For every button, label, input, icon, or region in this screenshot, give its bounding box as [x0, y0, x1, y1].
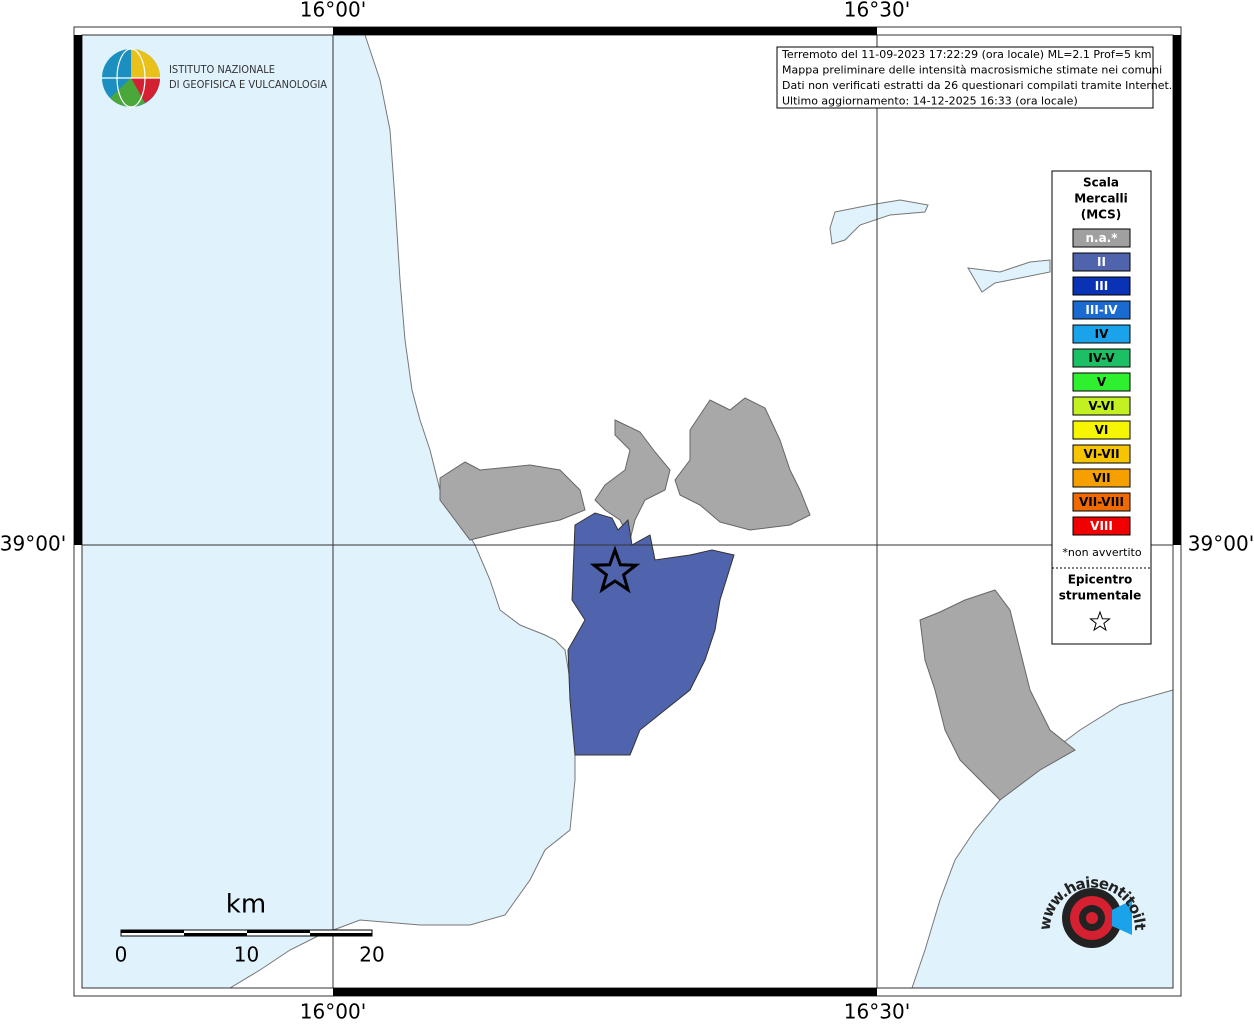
legend-epicenter: strumentale: [1059, 589, 1142, 603]
legend-swatch: [1072, 348, 1131, 368]
lon-label: 16°30': [844, 0, 910, 22]
sea: [81, 34, 576, 989]
legend-title: (MCS): [1081, 208, 1122, 222]
legend: ScalaMercalli(MCS)n.a.*IIIIIIII-IVIVIV-V…: [1072, 176, 1131, 536]
legend-swatch: [1072, 252, 1131, 272]
legend-label: VII: [1092, 471, 1110, 485]
legend-swatch: [1072, 516, 1131, 536]
legend-label: VI: [1095, 423, 1109, 437]
legend-label: V-VI: [1088, 399, 1114, 413]
info-box: [776, 46, 1154, 109]
frame-bars: [74, 27, 1181, 996]
scale-unit: km: [226, 890, 266, 920]
legend-footnote: *non avvertito: [1062, 546, 1141, 559]
legend-swatch: [1072, 228, 1131, 248]
legend-swatch: [1072, 276, 1131, 296]
legend-swatch: [1072, 420, 1131, 440]
legend-label: n.a.*: [1085, 231, 1118, 245]
legend-label: III: [1095, 279, 1108, 293]
scale-tick-label: 20: [359, 943, 384, 967]
lat-label: 39°00': [1188, 532, 1254, 556]
legend-label: III-IV: [1085, 303, 1118, 317]
lon-label: 16°00': [300, 0, 366, 22]
legend-star: [1089, 610, 1111, 632]
legend-swatch: [1072, 324, 1131, 344]
legend-swatch: [1072, 468, 1131, 488]
info-line: Dati non verificati estratti da 26 quest…: [782, 79, 1172, 92]
legend-epicenter: Epicentro: [1068, 573, 1133, 587]
scale-tick-label: 10: [234, 943, 259, 967]
institute-name: DI GEOFISICA E VULCANOLOGIA: [169, 78, 327, 91]
institute-name: ISTITUTO NAZIONALE: [169, 63, 275, 76]
legend-swatch: [1072, 396, 1131, 416]
lake: [829, 199, 929, 245]
legend-swatch: [1072, 300, 1131, 320]
legend-label: V: [1097, 375, 1107, 389]
legend-label: IV-V: [1088, 351, 1115, 365]
legend-swatch: [1072, 444, 1131, 464]
municipality-ii: [567, 512, 735, 756]
epicenter: [589, 545, 641, 594]
legend-label: VIII: [1090, 519, 1113, 533]
ingv-logo: ISTITUTO NAZIONALE DI GEOFISICA E VULCAN…: [102, 48, 327, 108]
legend-label: II: [1097, 255, 1106, 269]
legend-label: IV: [1095, 327, 1109, 341]
legend-title: Scala: [1083, 176, 1119, 190]
info-line: Terremoto del 11-09-2023 17:22:29 (ora l…: [781, 48, 1152, 61]
legend-swatch: [1072, 372, 1131, 392]
lake: [967, 259, 1051, 293]
scale-bar: km 0 10 20: [115, 890, 385, 967]
legend-title: Mercalli: [1074, 192, 1128, 206]
legend-swatch: [1072, 492, 1131, 512]
info-line: Mappa preliminare delle intensità macros…: [782, 64, 1162, 77]
info-lines: Terremoto del 11-09-2023 17:22:29 (ora l…: [781, 48, 1172, 108]
municipalities-na: [439, 397, 1076, 801]
lat-label: 39°00': [0, 532, 66, 556]
legend-label: VII-VIII: [1079, 495, 1124, 509]
legend-label: VI-VII: [1083, 447, 1119, 461]
scale-tick-label: 0: [115, 943, 128, 967]
lon-label: 16°00': [300, 1000, 366, 1024]
info-line: Ultimo aggiornamento: 14-12-2025 16:33 (…: [782, 95, 1078, 108]
lon-label: 16°30': [844, 1000, 910, 1024]
graticule: [82, 35, 1173, 988]
